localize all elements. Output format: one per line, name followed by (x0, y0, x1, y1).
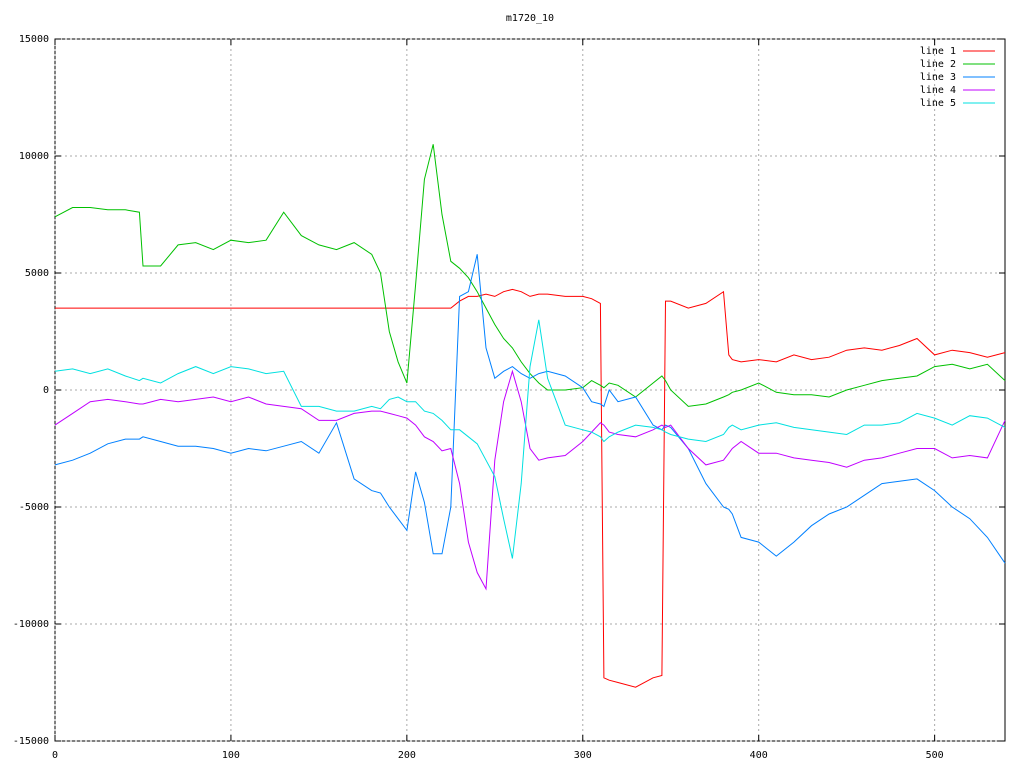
x-tick-label: 200 (398, 750, 416, 761)
x-tick-label: 0 (52, 750, 58, 761)
data-line (54, 369, 1006, 591)
legend-label: line 4 (920, 85, 956, 96)
data-line (54, 254, 1006, 564)
legend-label: line 1 (920, 46, 956, 57)
legend-label: line 5 (920, 98, 956, 109)
x-tick-label: 400 (750, 750, 768, 761)
x-tick-label: 100 (222, 750, 240, 761)
data-line (55, 288, 1006, 688)
data-line (54, 319, 1006, 559)
chart-title: m1720_10 (506, 13, 554, 24)
x-tick-label: 500 (926, 750, 944, 761)
x-tick-label: 300 (574, 750, 592, 761)
y-tick-label: 10000 (19, 151, 49, 162)
y-tick-label: -10000 (13, 619, 49, 630)
legend-label: line 2 (920, 59, 956, 70)
y-tick-label: -15000 (13, 736, 49, 747)
y-tick-label: 5000 (25, 268, 49, 279)
y-tick-label: -5000 (19, 502, 49, 513)
legend-label: line 3 (920, 72, 956, 83)
y-tick-label: 15000 (19, 34, 49, 45)
data-line (54, 144, 1006, 407)
y-tick-label: 0 (43, 385, 49, 396)
